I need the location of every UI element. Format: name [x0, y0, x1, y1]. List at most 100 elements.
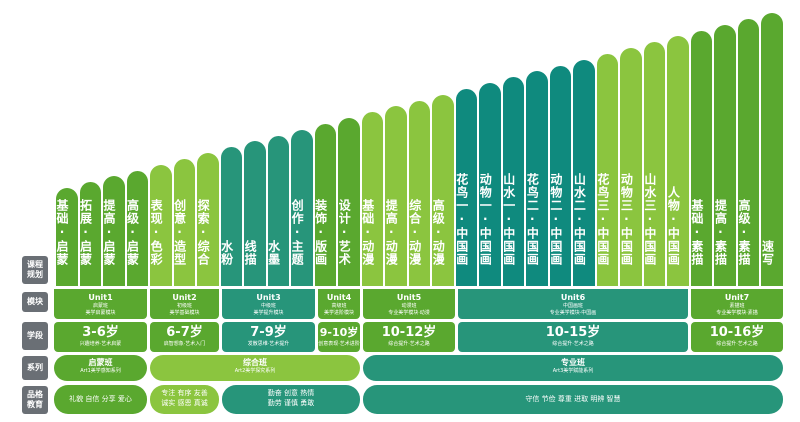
- quality-3-text: 勤奋 创意 热情 勤劳 谨慎 勇敢: [267, 389, 315, 407]
- course-name-separator: ·: [595, 211, 610, 227]
- course-name-part: 人物: [666, 185, 681, 212]
- course-name-part: 启蒙: [55, 240, 69, 266]
- course-name-separator: ·: [196, 225, 211, 240]
- course-name-part: 中国画: [666, 226, 681, 266]
- course-name-part: 线描: [243, 239, 258, 266]
- age-stage-5-value: 10-12岁: [381, 325, 437, 340]
- quality-3: 勤奋 创意 热情 勤劳 谨慎 勇敢: [222, 385, 360, 414]
- age-stage-6-value: 10-15岁: [545, 325, 601, 340]
- course-name-part: 动物二: [548, 173, 563, 212]
- course-name: 中国画 · 花鸟一: [454, 173, 478, 266]
- row-label-age-stage: 学段: [22, 322, 48, 350]
- course-name-part: 动漫: [384, 239, 399, 266]
- course-pillar: 动漫 · 提高: [384, 106, 407, 286]
- unit-3: Unit3 中级班 美学提升模块: [222, 289, 315, 319]
- course-name: 动漫 · 提高: [384, 198, 407, 266]
- course-pillar: 水墨: [267, 135, 290, 286]
- course-name: 素描 · 提高: [713, 199, 736, 266]
- course-name: 线描: [243, 239, 266, 266]
- course-name: 造型 · 创意: [173, 199, 196, 266]
- course-pillar: 启蒙 · 基础: [55, 188, 78, 286]
- course-name-part: 动漫: [407, 240, 422, 266]
- series-professional: 专业班 Art3美学赋能系列: [363, 355, 783, 381]
- course-pillar: 动漫 · 高级: [431, 94, 454, 286]
- course-name-part: 花鸟三: [595, 172, 610, 212]
- course-name-part: 提高: [384, 198, 399, 225]
- series-professional-name: 专业班: [561, 358, 585, 367]
- age-stage-6-desc: 综合提升·艺术之路: [552, 341, 594, 347]
- course-name: 色彩 · 表现: [149, 199, 172, 266]
- course-name-part: 启蒙: [78, 239, 93, 266]
- course-name: 中国画 · 山水二: [572, 173, 595, 266]
- course-name-part: 中国画: [619, 227, 634, 266]
- course-name-part: 提高: [102, 198, 117, 225]
- course-name-part: 水粉: [219, 239, 234, 266]
- course-name-separator: ·: [736, 224, 751, 240]
- course-name-separator: ·: [384, 224, 399, 240]
- course-name-part: 启蒙: [125, 240, 140, 266]
- row-label-character-education: 品格 教育: [22, 386, 48, 414]
- course-pillar: 水粉: [219, 147, 243, 286]
- row-label-module: 模块: [22, 292, 48, 312]
- age-stage-7-value: 10-16岁: [709, 325, 765, 340]
- age-stage-3-value: 7-9岁: [250, 325, 287, 340]
- age-stage-1-desc: 兴趣培养·艺术启蒙: [79, 341, 122, 347]
- course-pillar: 色彩 · 表现: [149, 164, 172, 286]
- course-name-separator: ·: [313, 224, 328, 240]
- course-name-part: 高级: [125, 199, 140, 225]
- course-name-part: 中国画: [478, 227, 493, 266]
- course-name: 中国画 · 山水一: [501, 172, 525, 266]
- course-name-separator: ·: [572, 211, 587, 227]
- course-name-separator: ·: [642, 211, 657, 227]
- course-name-part: 花鸟二: [525, 172, 540, 212]
- unit-3-name: 中级班: [260, 303, 276, 309]
- course-name-separator: ·: [713, 224, 728, 240]
- age-stage-3: 7-9岁 发散思维·艺术提升: [222, 322, 315, 352]
- unit-4-title: Unit4: [326, 293, 352, 302]
- unit-1-desc: 美学启蒙模块: [85, 310, 116, 316]
- course-pillar: 主题 · 创作: [290, 129, 313, 286]
- course-name-part: 素描: [713, 239, 728, 266]
- course-name-separator: ·: [149, 224, 164, 240]
- course-pillar: 中国画 · 花鸟二: [525, 71, 548, 286]
- course-name-part: 山水三: [642, 172, 657, 212]
- unit-6-desc: 专业美学模块·中国画: [549, 310, 597, 316]
- age-stage-4: 9-10岁 创意表现·艺术进阶: [318, 322, 360, 352]
- course-name-part: 素描: [689, 240, 704, 266]
- course-name-part: 主题: [290, 239, 305, 266]
- course-name-part: 设计: [337, 199, 352, 225]
- unit-6-name: 中国画班: [562, 303, 583, 309]
- unit-4: Unit4 高级班 美学进阶模块: [318, 289, 360, 319]
- course-name: 启蒙 · 提高: [102, 198, 125, 266]
- age-stage-1-value: 3-6岁: [82, 325, 119, 340]
- course-name-part: 综合: [407, 199, 422, 225]
- course-name-part: 中国画: [572, 226, 587, 266]
- course-name: 启蒙 · 基础: [55, 199, 78, 266]
- course-name: 速写: [760, 240, 783, 266]
- course-name: 动漫 · 基础: [361, 199, 384, 266]
- course-name: 水墨: [267, 240, 290, 266]
- course-name-separator: ·: [454, 211, 469, 227]
- course-name: 动漫 · 高级: [431, 198, 454, 266]
- course-name-separator: ·: [55, 225, 69, 240]
- course-pillar: 中国画 · 山水三: [642, 42, 666, 286]
- course-name: 启蒙 · 拓展: [78, 198, 102, 266]
- course-pillar: 线描: [243, 141, 266, 286]
- quality-1: 礼貌 自信 分享 爱心: [54, 385, 147, 414]
- course-name: 中国画 · 人物: [666, 185, 689, 266]
- course-name-part: 版画: [313, 239, 328, 266]
- unit-6: Unit6 中国画班 专业美学模块·中国画: [458, 289, 688, 319]
- course-name: 动漫 · 综合: [407, 199, 431, 266]
- course-name-part: 中国画: [642, 226, 657, 266]
- series-comprehensive: 综合班 Art2美学探究系列: [150, 355, 360, 381]
- course-pillar: 中国画 · 动物二: [548, 65, 572, 286]
- course-name-part: 中国画: [454, 226, 469, 266]
- course-pillar: 造型 · 创意: [173, 158, 196, 286]
- quality-1-text: 礼貌 自信 分享 爱心: [69, 395, 132, 403]
- course-name-part: 山水一: [501, 172, 516, 212]
- series-comprehensive-name: 综合班: [243, 358, 267, 367]
- series-enlightenment-desc: Art1美学感知系列: [80, 368, 121, 374]
- course-pillar: 中国画 · 动物一: [478, 83, 501, 286]
- course-name-part: 高级: [431, 198, 446, 225]
- course-name-part: 拓展: [78, 198, 93, 225]
